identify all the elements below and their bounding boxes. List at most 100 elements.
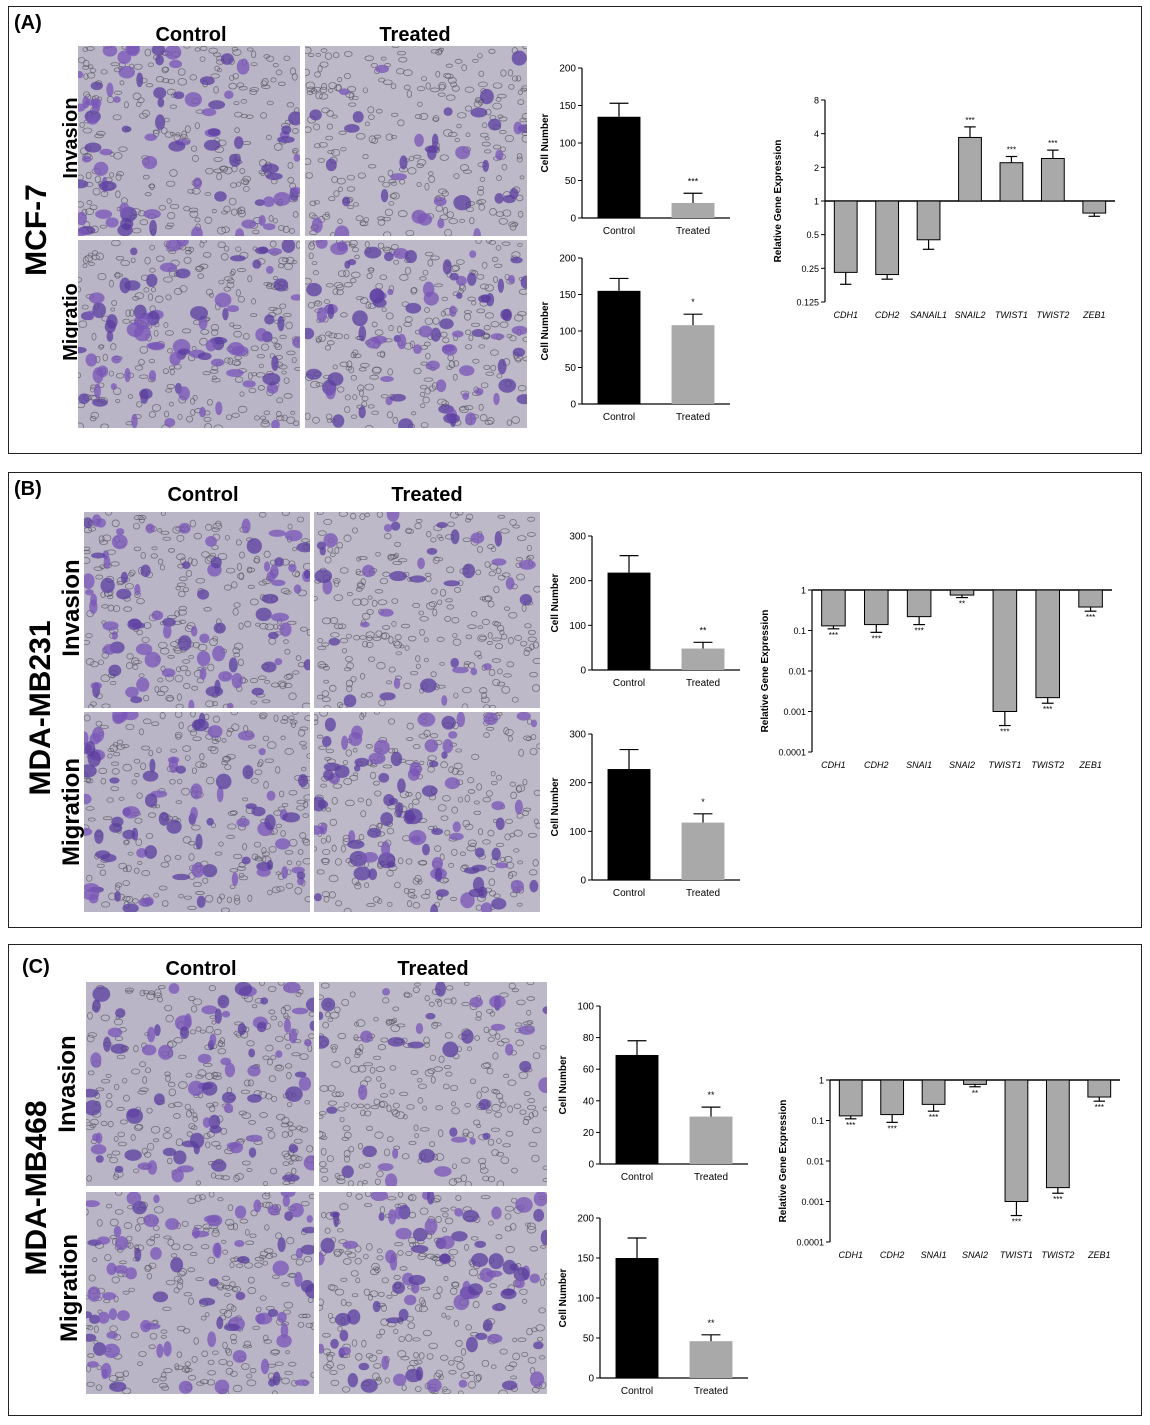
pore — [182, 836, 192, 844]
pore — [262, 1055, 270, 1061]
gene-bar-sanail1 — [916, 200, 941, 241]
stained-cell — [285, 1086, 303, 1102]
pore — [188, 1297, 194, 1305]
pore — [370, 1105, 380, 1110]
stained-cell — [156, 1343, 164, 1358]
x-tick-label: Control — [613, 888, 645, 899]
pore — [249, 313, 258, 318]
pore — [145, 833, 154, 839]
pore — [246, 1168, 253, 1172]
pore — [423, 377, 434, 382]
stained-cell — [271, 419, 280, 428]
pore — [392, 561, 403, 565]
pore — [200, 1244, 210, 1250]
micrograph-c-migration-control — [86, 1192, 314, 1394]
stained-cell — [399, 155, 408, 170]
pore — [396, 50, 407, 56]
pore — [284, 1370, 293, 1376]
pore — [485, 1109, 492, 1114]
pore — [483, 1062, 492, 1068]
stained-cell — [142, 770, 159, 782]
pore — [178, 605, 187, 611]
pore — [130, 1134, 136, 1141]
pore — [526, 1225, 537, 1234]
pore — [323, 299, 331, 304]
pore — [435, 1215, 442, 1224]
pore — [337, 1325, 343, 1332]
pore — [86, 200, 93, 206]
stained-cell — [136, 677, 150, 692]
pore — [215, 1144, 222, 1150]
pore — [476, 200, 483, 205]
stained-cell — [530, 719, 538, 728]
gene-bar-cdh2 — [864, 589, 889, 626]
pore — [201, 1350, 209, 1358]
pore — [261, 847, 267, 854]
stained-cell — [488, 118, 502, 131]
micrograph-c-migration-treated — [319, 1192, 547, 1394]
pore — [496, 774, 502, 781]
stained-cell — [426, 1192, 435, 1205]
pore — [475, 1373, 482, 1382]
pore — [542, 1106, 547, 1112]
pore — [350, 1270, 359, 1277]
stained-cell — [348, 830, 356, 844]
pore — [490, 1127, 501, 1132]
pore — [95, 252, 104, 261]
pore — [343, 1155, 350, 1163]
pore — [442, 795, 451, 802]
pore — [186, 415, 194, 423]
stained-cell — [199, 633, 210, 644]
pore — [150, 287, 156, 293]
pore — [483, 1026, 490, 1034]
pore — [350, 374, 357, 381]
pore — [101, 901, 111, 908]
pore — [384, 208, 394, 217]
y-axis-label: Cell Number — [558, 1268, 569, 1327]
pore — [350, 1103, 358, 1109]
pore — [442, 1212, 449, 1218]
pore — [451, 848, 458, 856]
stained-cell — [122, 903, 139, 912]
pore — [459, 218, 465, 224]
stained-cell — [175, 765, 187, 774]
stained-cell — [533, 1192, 547, 1207]
pore — [272, 1274, 280, 1279]
pore — [391, 621, 397, 627]
stained-cell — [296, 871, 306, 880]
pore — [325, 807, 332, 812]
pore — [497, 514, 506, 519]
pore — [299, 1053, 309, 1061]
pore — [327, 1017, 334, 1022]
pore — [207, 663, 215, 672]
pore — [485, 790, 493, 797]
pore — [249, 598, 259, 606]
pore — [113, 273, 124, 278]
pore — [144, 192, 152, 197]
pore — [376, 1333, 382, 1339]
pore — [248, 1120, 256, 1125]
pore — [440, 1207, 449, 1212]
pore — [424, 341, 431, 347]
stained-cell — [113, 1264, 128, 1274]
significance-mark: *** — [1000, 728, 1009, 737]
pore — [516, 535, 527, 541]
pore — [364, 882, 370, 889]
pore — [451, 806, 458, 814]
pore — [468, 334, 474, 342]
y-tick-label: 1 — [819, 1076, 824, 1086]
pore — [83, 73, 89, 80]
pore — [100, 69, 108, 75]
pore — [375, 108, 383, 114]
pore — [393, 641, 403, 649]
stained-cell — [341, 1165, 354, 1179]
pore — [173, 1113, 181, 1119]
pore — [146, 1238, 155, 1246]
pore — [258, 1091, 268, 1099]
pore — [473, 810, 482, 815]
pore — [239, 391, 245, 397]
pore — [84, 557, 91, 564]
pore — [372, 366, 382, 374]
pore — [141, 1147, 148, 1155]
pore — [332, 578, 341, 584]
